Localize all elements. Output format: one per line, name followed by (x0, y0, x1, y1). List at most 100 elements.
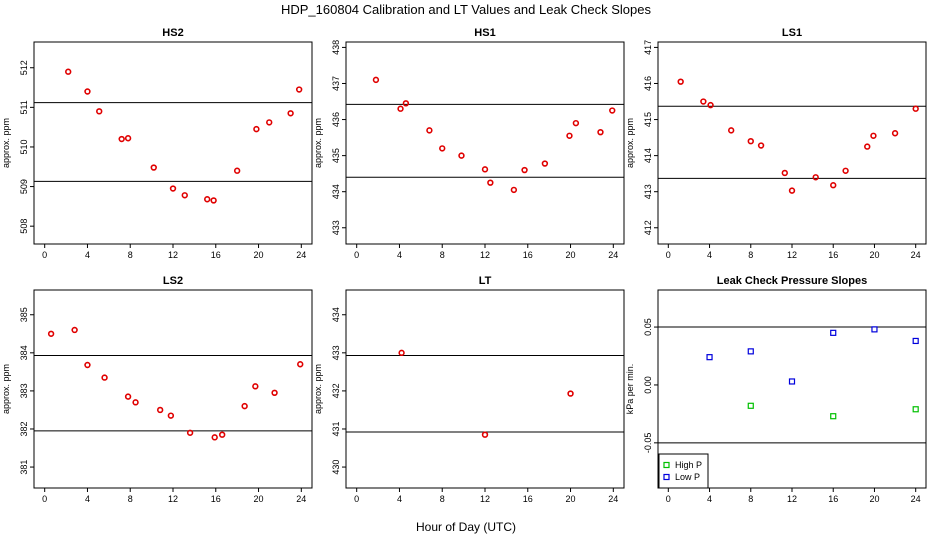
x-tick-label: 8 (440, 494, 445, 504)
data-point (439, 145, 446, 152)
data-point (871, 326, 878, 333)
x-tick-label: 20 (254, 250, 264, 260)
data-point (609, 107, 616, 114)
legend-label: High P (675, 460, 702, 470)
data-point (84, 361, 91, 369)
data-point (788, 187, 796, 194)
y-tick-label: 0.00 (643, 376, 653, 394)
data-point (757, 142, 765, 149)
data-point (271, 389, 278, 397)
panel-hs1: HS1 approx. ppm 0 4 8 12 16 20 24 433 434 435 436 4… (313, 27, 625, 260)
data-point (572, 119, 580, 127)
y-axis-label: approx. ppm (1, 364, 11, 414)
y-tick-label: 430 (331, 460, 341, 475)
data-point (870, 132, 877, 139)
y-tick-label: 433 (331, 345, 341, 360)
figure-title: HDP_160804 Calibration and LT Values and… (281, 2, 652, 17)
x-tick-label: 20 (566, 494, 576, 504)
y-axis-label: approx. ppm (313, 364, 323, 414)
data-point (210, 197, 217, 204)
plot-frame (33, 41, 313, 245)
y-tick-label: 434 (331, 307, 341, 322)
y-tick-label: 412 (643, 220, 653, 235)
x-tick-label: 24 (911, 494, 921, 504)
data-point (287, 110, 294, 117)
panel-title: Leak Check Pressure Slopes (717, 275, 867, 287)
plot-frame (345, 41, 625, 245)
panel-title: LT (479, 275, 492, 287)
y-tick-label: 436 (331, 112, 341, 127)
data-point (458, 152, 465, 159)
data-point (842, 167, 849, 174)
data-point (124, 135, 132, 142)
data-point (96, 108, 103, 115)
panel-title: LS1 (782, 27, 802, 39)
data-point (266, 119, 273, 126)
y-tick-label: 384 (19, 345, 29, 360)
y-tick-label: 383 (19, 383, 29, 398)
data-point (241, 402, 248, 410)
data-point (253, 125, 260, 133)
data-point (487, 179, 494, 186)
y-tick-label: 416 (643, 76, 653, 91)
x-tick-label: 8 (748, 494, 753, 504)
y-tick-label: 434 (331, 184, 341, 199)
x-tick-label: 16 (211, 250, 221, 260)
x-tick-label: 8 (128, 250, 133, 260)
plot-frame (345, 289, 625, 489)
panel-leak-check-pressure-slopes: Leak Check Pressure Slopes kPa per min. … (625, 275, 927, 504)
data-point (747, 137, 754, 145)
data-point (541, 160, 549, 167)
x-tick-label: 24 (911, 250, 921, 260)
x-tick-label: 8 (440, 250, 445, 260)
data-point (124, 393, 132, 400)
panel-ls1: LS1 approx. ppm 0 4 8 12 16 20 24 412 413 414 415 4… (625, 27, 927, 260)
data-point (218, 431, 226, 438)
x-tick-label: 0 (666, 250, 671, 260)
y-tick-label: 415 (643, 112, 653, 127)
y-tick-label: 385 (19, 307, 29, 322)
x-tick-label: 8 (128, 494, 133, 504)
data-point (402, 100, 410, 107)
x-tick-label: 0 (42, 494, 47, 504)
x-tick-label: 16 (828, 494, 838, 504)
data-point (912, 337, 919, 345)
y-axis-label: approx. ppm (625, 118, 635, 168)
data-point (830, 329, 837, 336)
y-tick-label: 432 (331, 383, 341, 398)
data-point (747, 348, 754, 355)
data-point (118, 135, 125, 143)
x-tick-label: 0 (42, 250, 47, 260)
y-tick-label: 508 (19, 219, 29, 234)
panel-ls2: LS2 approx. ppm 0 4 8 12 16 20 24 381 382 383 384 3… (1, 275, 313, 504)
data-point (864, 143, 871, 150)
data-point (186, 429, 194, 436)
x-tick-label: 20 (869, 494, 879, 504)
x-tick-label: 16 (211, 494, 221, 504)
data-point (891, 130, 899, 137)
data-point (912, 105, 919, 112)
data-point (830, 413, 837, 420)
data-point (677, 78, 684, 85)
data-point (156, 406, 164, 414)
y-tick-label: 413 (643, 184, 653, 199)
data-point (167, 412, 175, 419)
y-tick-label: 437 (331, 76, 341, 91)
y-axis-label: kPa per min. (625, 364, 635, 415)
data-point (233, 167, 241, 174)
x-tick-label: 12 (480, 250, 490, 260)
panel-lt: LT approx. ppm 0 4 8 12 16 20 24 430 431 432 433 43… (313, 275, 625, 504)
x-tick-label: 0 (666, 494, 671, 504)
data-point (707, 101, 714, 109)
data-point (372, 76, 380, 84)
x-tick-label: 4 (707, 494, 712, 504)
data-point (71, 326, 78, 334)
x-tick-label: 12 (787, 250, 797, 260)
data-point (252, 383, 259, 390)
y-tick-label: -0.05 (643, 433, 653, 454)
x-tick-label: 4 (397, 250, 402, 260)
x-tick-label: 0 (354, 250, 359, 260)
data-point (65, 68, 72, 75)
data-point (481, 166, 489, 173)
y-tick-label: 510 (19, 139, 29, 154)
